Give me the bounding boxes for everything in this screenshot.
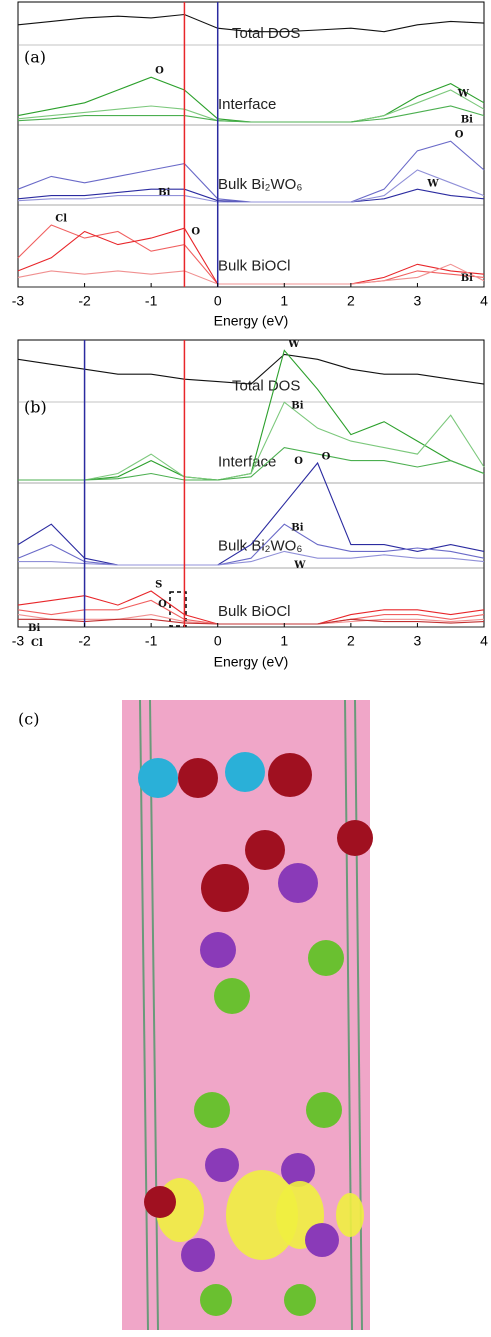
atom-label: S (155, 579, 162, 590)
atom-label: W (287, 339, 300, 350)
atom (178, 758, 218, 798)
atom (337, 820, 373, 856)
atom-label: Bi (291, 523, 303, 534)
atom-label: W (457, 89, 470, 100)
atom-label: O (155, 66, 164, 77)
atom-label: O (322, 452, 331, 463)
atom-label: O (294, 456, 303, 467)
atom-label: Bi (461, 273, 473, 284)
row-label: Bulk Bi₂WO₆ (218, 176, 302, 193)
atom (308, 940, 344, 976)
x-tick-label: 0 (214, 633, 222, 649)
x-axis-label: Energy (eV) (214, 654, 289, 670)
atom-label: W (426, 179, 439, 190)
atom-label: Cl (31, 638, 43, 649)
orbital (336, 1193, 364, 1237)
x-axis-label: Energy (eV) (214, 313, 289, 329)
atom (268, 753, 312, 797)
panel-label: (c) (18, 710, 39, 729)
atom (138, 758, 178, 798)
atom (200, 932, 236, 968)
atom (278, 863, 318, 903)
atom (284, 1284, 316, 1316)
atom-label: O (455, 130, 464, 141)
atom-label: Bi (291, 401, 303, 412)
row-label: Interface (218, 96, 276, 113)
atom-label: O (191, 227, 200, 238)
row-label: Bulk BiOCl (218, 603, 291, 620)
atom (194, 1092, 230, 1128)
atom-label: Cl (55, 213, 67, 224)
x-tick-label: 3 (414, 633, 422, 649)
x-tick-label: -3 (12, 293, 25, 309)
x-tick-label: -1 (145, 633, 158, 649)
atom (245, 830, 285, 870)
x-tick-label: 2 (347, 293, 355, 309)
row-label: Bulk BiOCl (218, 257, 291, 274)
page: {"chart_data": [ {"type": "line", "panel… (0, 0, 491, 1337)
x-tick-label: 1 (280, 293, 288, 309)
x-tick-label: 3 (414, 293, 422, 309)
x-tick-label: 0 (214, 293, 222, 309)
atom (201, 864, 249, 912)
x-tick-label: 4 (480, 633, 488, 649)
x-tick-label: -3 (12, 633, 25, 649)
x-tick-label: -1 (145, 293, 158, 309)
x-tick-label: 2 (347, 633, 355, 649)
figure: (c) Total DOS Interface O W Bi Bulk Bi₂WO₆ O Bi… (0, 0, 491, 1333)
atom (306, 1092, 342, 1128)
x-tick-label: 4 (480, 293, 488, 309)
row-label: Total DOS (232, 377, 300, 394)
x-tick-label: -2 (78, 633, 91, 649)
structure-image (122, 700, 373, 1330)
atom-label: Bi (461, 115, 473, 126)
row-label: Total DOS (232, 25, 300, 42)
atom-label: Bi (28, 623, 40, 634)
dos-line (18, 228, 484, 284)
x-tick-label: 1 (280, 633, 288, 649)
atom (205, 1148, 239, 1182)
atom (144, 1186, 176, 1218)
atom-label: W (293, 560, 306, 571)
x-tick-label: -2 (78, 293, 91, 309)
atom-label: O (158, 599, 167, 610)
atom (305, 1223, 339, 1257)
atom-label: Bi (158, 188, 170, 199)
dos-line (18, 225, 484, 284)
atom (214, 978, 250, 1014)
atom (181, 1238, 215, 1272)
atom (225, 752, 265, 792)
panel-label: (a) (24, 48, 46, 67)
atom (200, 1284, 232, 1316)
panel-label: (b) (24, 398, 47, 417)
